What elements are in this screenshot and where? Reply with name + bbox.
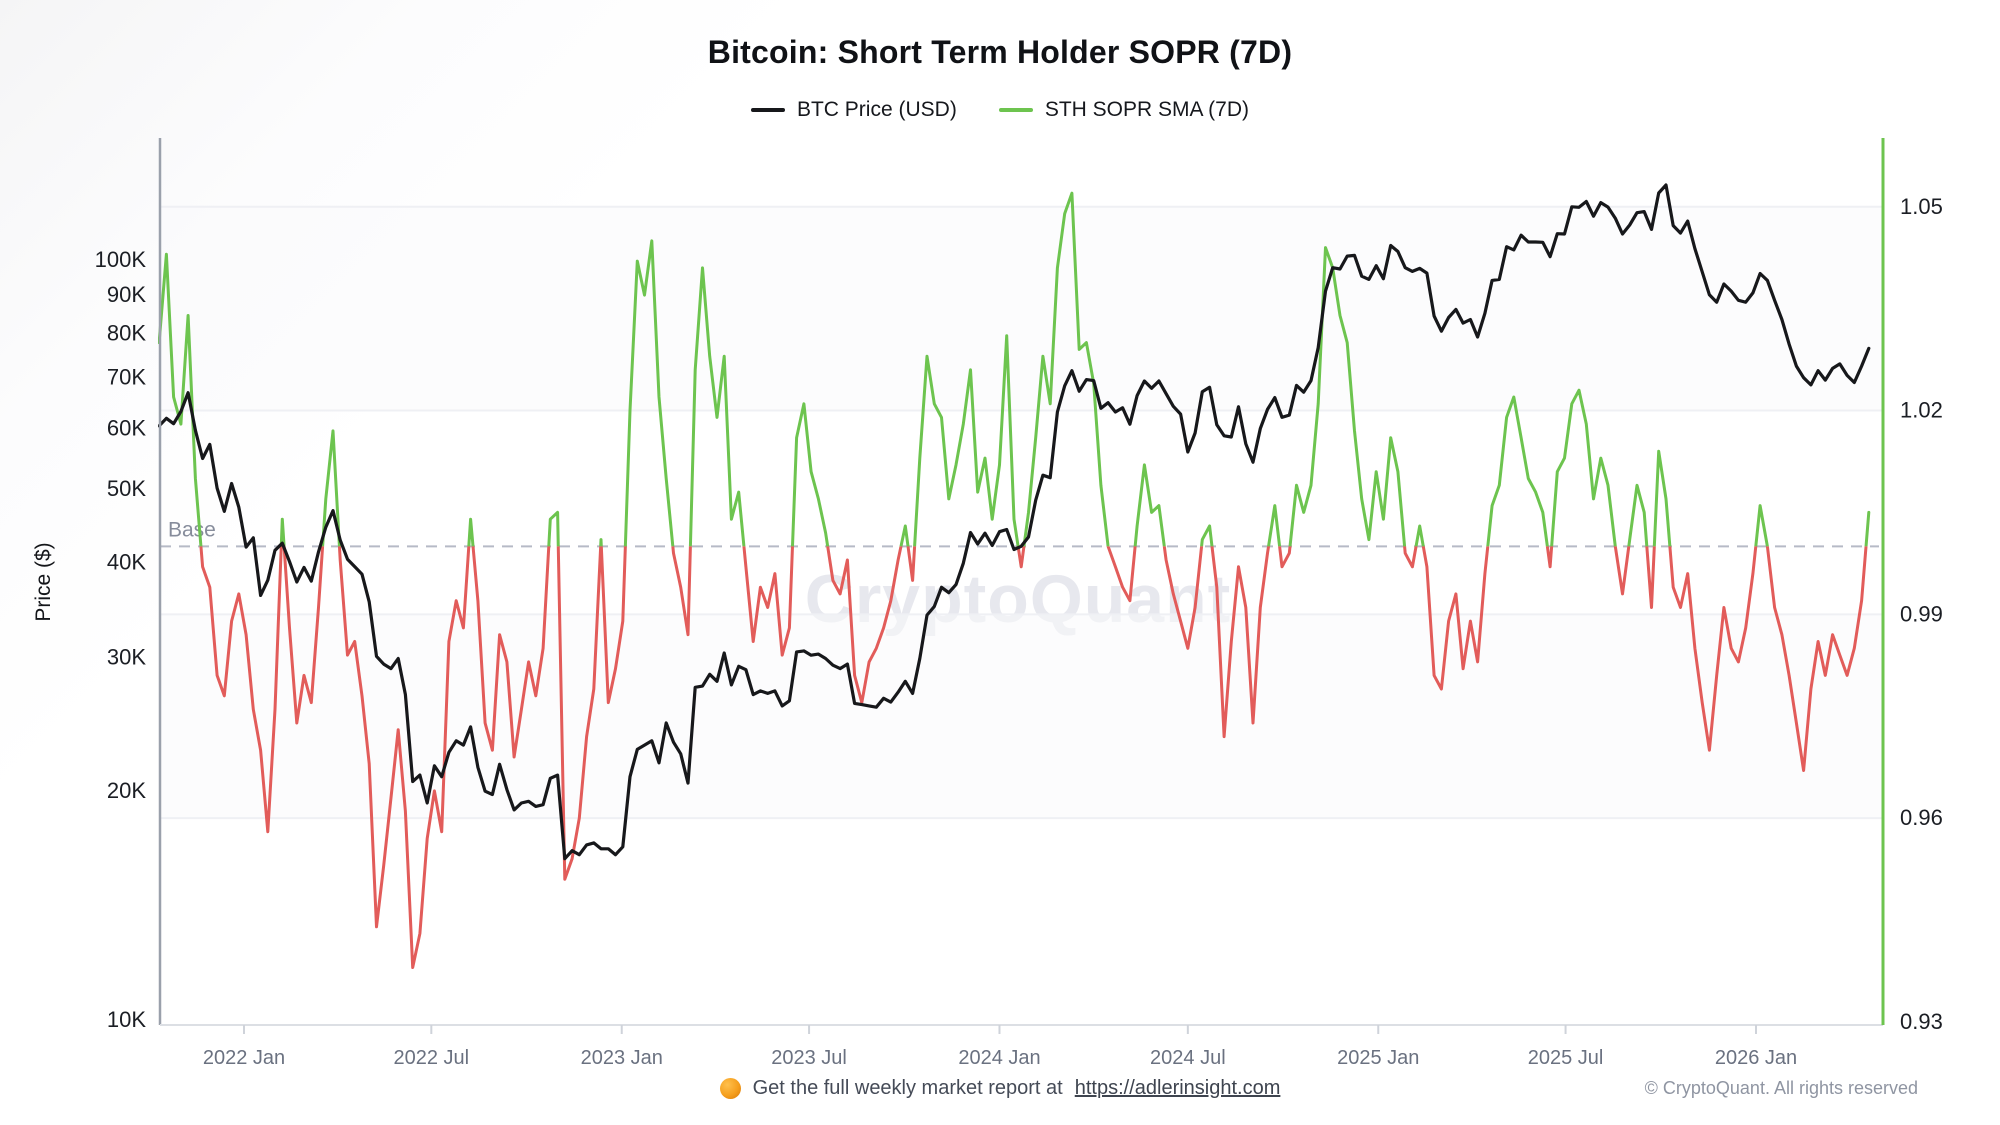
footer-report-note: Get the full weekly market report at htt… bbox=[0, 1072, 2000, 1104]
left-axis-tick-label: 60K bbox=[107, 416, 146, 441]
x-axis-tick-label: 2023 Jul bbox=[771, 1047, 847, 1069]
btc-price-line-swatch-icon bbox=[750, 108, 785, 112]
copyright-note: © CryptoQuant. All rights reserved bbox=[1644, 1078, 1918, 1098]
left-axis-tick-label: 10K bbox=[107, 1007, 146, 1032]
left-axis-tick-label: 100K bbox=[95, 247, 147, 272]
x-axis-tick-label: 2026 Jan bbox=[1715, 1047, 1797, 1069]
right-axis-tick-label: 0.96 bbox=[1900, 805, 1943, 830]
orange-circle-icon bbox=[719, 1077, 741, 1099]
left-axis-tick-label: 40K bbox=[107, 549, 146, 574]
right-axis-tick-label: 0.99 bbox=[1900, 601, 1943, 626]
x-axis-tick-label: 2025 Jul bbox=[1528, 1047, 1604, 1069]
page-title: Bitcoin: Short Term Holder SOPR (7D) bbox=[707, 34, 1293, 70]
x-axis-tick-label: 2022 Jan bbox=[203, 1047, 285, 1069]
left-axis-tick-label: 30K bbox=[107, 644, 146, 669]
base-line-label: Base bbox=[168, 518, 216, 541]
footer-text: Get the full weekly market report at bbox=[752, 1076, 1063, 1099]
legend-item-btc-price: BTC Price (USD) bbox=[750, 98, 957, 122]
left-axis-title: Price ($) bbox=[32, 542, 55, 621]
right-axis-tick-label: 1.02 bbox=[1900, 398, 1943, 423]
footer-link[interactable]: https://adlerinsight.com bbox=[1074, 1076, 1281, 1099]
sth-sopr-line-swatch-icon bbox=[998, 108, 1033, 112]
right-axis-tick-label: 1.05 bbox=[1900, 194, 1943, 219]
x-axis-tick-label: 2022 Jul bbox=[394, 1047, 470, 1069]
legend-label-btc-price: BTC Price (USD) bbox=[796, 98, 957, 121]
plot-band bbox=[160, 206, 1883, 411]
legend-label-sth-sopr: STH SOPR SMA (7D) bbox=[1044, 98, 1250, 121]
sopr-line-above-base bbox=[158, 191, 1871, 547]
series-layer bbox=[158, 183, 1871, 969]
left-axis-tick-label: 90K bbox=[107, 282, 146, 307]
right-axis-tick-label: 0.93 bbox=[1900, 1009, 1943, 1034]
x-axis-tick-label: 2024 Jan bbox=[958, 1047, 1040, 1069]
x-axis-tick-label: 2023 Jan bbox=[581, 1047, 663, 1069]
left-axis-tick-label: 80K bbox=[107, 321, 146, 346]
x-axis-tick-label: 2025 Jan bbox=[1337, 1047, 1419, 1069]
left-axis-tick-label: 50K bbox=[107, 476, 146, 501]
btc-price-line bbox=[158, 183, 1871, 861]
plot-band bbox=[160, 614, 1883, 819]
left-axis-tick-label: 20K bbox=[107, 778, 146, 803]
left-axis-tick-label: 70K bbox=[107, 365, 146, 390]
legend-item-sth-sopr: STH SOPR SMA (7D) bbox=[998, 98, 1250, 122]
x-axis-tick-label: 2024 Jul bbox=[1150, 1047, 1226, 1069]
chart-legend: BTC Price (USD) STH SOPR SMA (7D) bbox=[0, 96, 2000, 124]
